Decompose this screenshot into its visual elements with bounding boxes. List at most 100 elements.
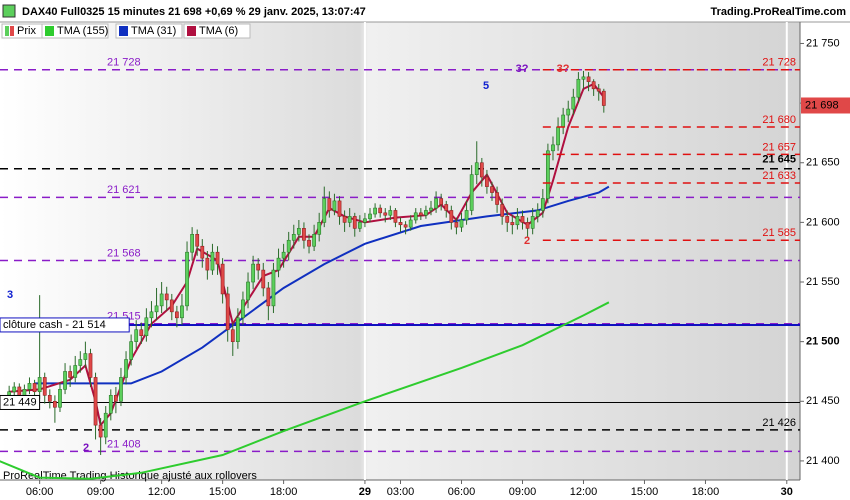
wave-label: 2: [83, 442, 89, 454]
candle-body: [195, 234, 200, 247]
y-tick-label: 21 550: [806, 276, 840, 288]
candle-body: [434, 198, 438, 209]
level-label: 21 728: [762, 57, 796, 69]
candle-body: [119, 377, 123, 402]
candle-body: [190, 234, 194, 253]
y-tick-label: 21 500: [806, 336, 840, 348]
x-tick-label: 18:00: [692, 486, 720, 498]
level-label: 21 680: [762, 114, 796, 126]
candle-body: [210, 251, 215, 271]
candle-body: [114, 395, 118, 402]
candle-body: [185, 251, 189, 307]
candle-body: [174, 311, 179, 319]
candle-body: [225, 293, 230, 331]
last-price-badge: [801, 97, 850, 114]
candle-body: [42, 377, 47, 396]
level-box: [0, 317, 130, 333]
legend-swatch: [5, 26, 9, 36]
legend-box: [115, 23, 183, 39]
candle-body: [490, 186, 494, 193]
legend-swatch: [119, 26, 128, 36]
candle-body: [220, 263, 225, 295]
candle-body: [235, 317, 240, 342]
candle-body: [566, 108, 571, 116]
candle-body: [22, 389, 27, 396]
candle-body: [398, 222, 403, 226]
candle-body: [571, 96, 576, 110]
candle-body: [134, 329, 139, 342]
plot-background: [0, 22, 800, 480]
candle-body: [373, 207, 377, 215]
candle-body: [454, 222, 459, 228]
candle-body: [78, 359, 83, 366]
x-tick-label: 30: [781, 486, 793, 498]
ma-line: [9, 82, 605, 428]
wave-label: 3?: [557, 63, 570, 75]
candle-body: [230, 329, 235, 342]
candle-body: [276, 257, 281, 271]
marks: [0, 70, 610, 480]
footer-note: ProRealTime Trading Historique ajusté au…: [3, 470, 257, 482]
candle-body: [154, 305, 159, 313]
header-icon: [2, 4, 16, 18]
legend-label: TMA (31): [131, 25, 176, 37]
candle-body: [515, 216, 520, 226]
candle-body: [459, 219, 464, 228]
candle-body: [388, 210, 393, 216]
legend-label: TMA (6): [199, 25, 238, 37]
header-title: DAX40 Full0325 15 minutes 21 698 +0,69 %…: [22, 6, 366, 18]
candle-body: [495, 192, 499, 205]
candle-body: [286, 239, 291, 253]
candle-body: [251, 263, 255, 283]
wave-label: 2: [524, 235, 530, 247]
candle-body: [444, 204, 449, 211]
level-box: [0, 394, 41, 410]
level-label: 21 728: [107, 57, 141, 69]
candle-body: [530, 216, 535, 229]
level-label: clôture cash - 21 514: [3, 319, 106, 331]
candle-body: [317, 222, 322, 235]
wave-label: 3?: [516, 63, 529, 75]
candle-body: [449, 210, 454, 223]
candle-body: [129, 341, 134, 360]
level-label: 21 568: [107, 247, 141, 259]
x-tick-label: 12:00: [570, 486, 598, 498]
candle-body: [256, 263, 261, 271]
candle-body: [576, 78, 581, 98]
candle-body: [439, 198, 444, 205]
candle-body: [342, 216, 347, 223]
candle-body: [266, 287, 271, 307]
candle-body: [520, 216, 525, 223]
candle-body: [149, 311, 154, 319]
candle-body: [124, 359, 128, 378]
x-tick-label: 12:00: [148, 486, 176, 498]
candle-body: [312, 234, 316, 247]
candle-body: [556, 126, 560, 146]
candle-body: [393, 210, 398, 223]
y-tick-label: 21 450: [806, 395, 840, 407]
candle-body: [68, 371, 73, 378]
candle-body: [413, 212, 418, 221]
level-label: 21 645: [762, 154, 796, 166]
candle-body: [332, 200, 337, 211]
candle-body: [200, 245, 205, 259]
candle-body: [429, 207, 433, 211]
legend-box: [41, 23, 109, 39]
legend-label: Prix: [17, 25, 36, 37]
levels: [0, 22, 800, 480]
header-site: Trading.ProRealTime.com: [710, 6, 846, 18]
candle-body: [32, 383, 37, 393]
candle-body: [63, 371, 67, 390]
wave-label: 3: [7, 289, 13, 301]
candle-body: [418, 212, 423, 216]
candle-body: [261, 269, 266, 289]
last-price-label: 21 698: [805, 99, 839, 111]
candle-body: [139, 329, 144, 336]
candle-body: [159, 293, 164, 307]
y-tick-label: 21 400: [806, 455, 840, 467]
candle-body: [241, 299, 245, 319]
legend-swatch: [45, 26, 54, 36]
candle-body: [205, 257, 210, 271]
candle-body: [37, 377, 42, 393]
candle-body: [47, 395, 52, 402]
